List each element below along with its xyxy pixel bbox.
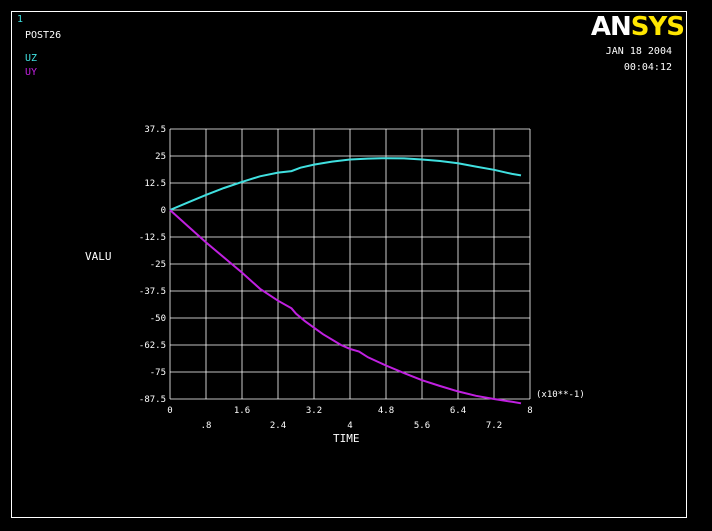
x-tick-label: 6.4 <box>450 406 466 416</box>
x-tick-label: 4.8 <box>378 406 394 416</box>
legend-item-uz: UZ <box>25 53 38 64</box>
x-tick-label: 7.2 <box>486 421 502 431</box>
y-tick-label: -62.5 <box>139 341 166 351</box>
y-tick-label: -12.5 <box>139 233 166 243</box>
x-tick-label: 0 <box>167 406 172 416</box>
y-axis-label: VALU <box>85 250 112 263</box>
date-stamp: JAN 18 2004 <box>605 46 672 57</box>
y-tick-label: -25 <box>150 260 166 270</box>
y-tick-label: 12.5 <box>144 179 166 189</box>
y-tick-label: 25 <box>155 152 166 162</box>
y-tick-label: -75 <box>150 368 166 378</box>
x-axis-multiplier: (x10**-1) <box>536 390 585 400</box>
series-line-uz <box>169 157 522 211</box>
y-tick-label: -50 <box>150 314 166 324</box>
plot-source-label: POST26 <box>25 30 62 41</box>
x-tick-label: .8 <box>201 421 212 431</box>
graphics-frame <box>11 11 687 518</box>
y-tick-label: -87.5 <box>139 395 166 405</box>
legend-item-uy: UY <box>25 67 38 78</box>
y-tick-label: 37.5 <box>144 125 166 135</box>
x-axis-label: TIME <box>333 432 360 445</box>
x-tick-label: 8 <box>527 406 532 416</box>
x-tick-label: 1.6 <box>234 406 250 416</box>
y-tick-label: -37.5 <box>139 287 166 297</box>
y-tick-label: 0 <box>161 206 166 216</box>
ansys-logo: ANSYS <box>590 12 685 42</box>
window-number: 1 <box>17 14 24 25</box>
time-stamp: 00:04:12 <box>623 62 672 73</box>
series-line-uy <box>169 209 522 405</box>
x-tick-label: 2.4 <box>270 421 286 431</box>
x-tick-label: 3.2 <box>306 406 322 416</box>
x-tick-label: 5.6 <box>414 421 430 431</box>
x-tick-label: 4 <box>347 421 352 431</box>
